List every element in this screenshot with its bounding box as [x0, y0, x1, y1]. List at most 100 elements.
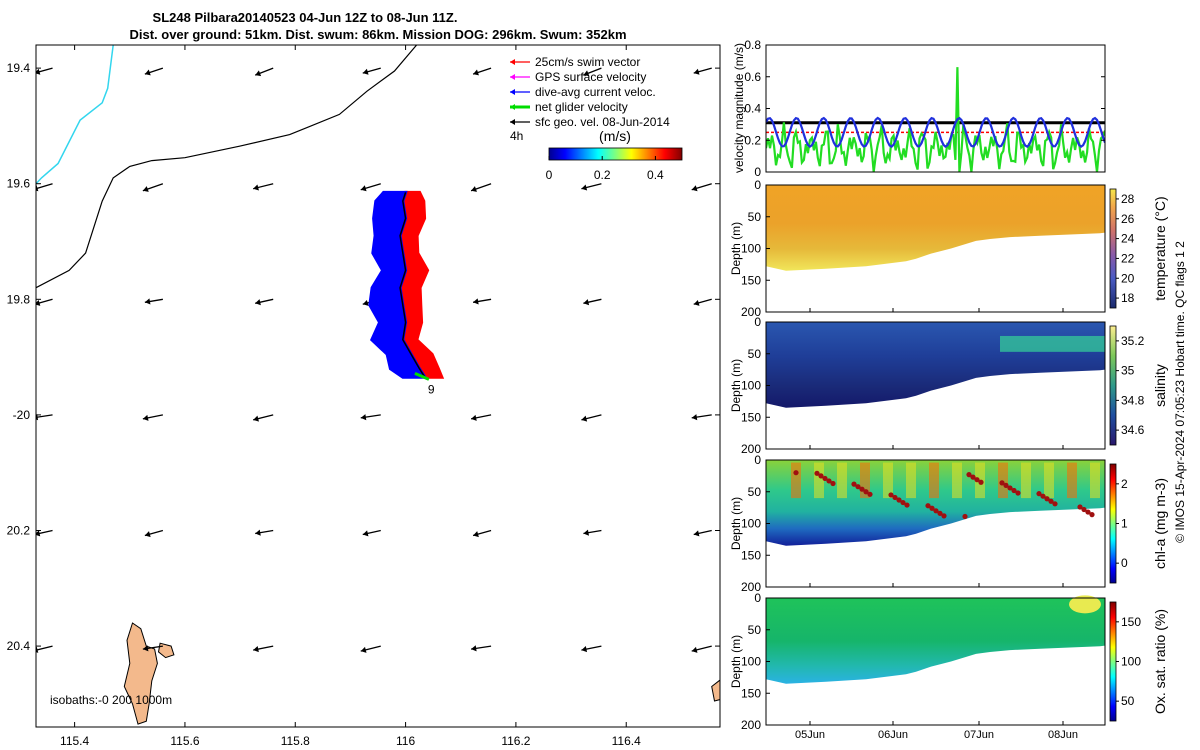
isobaths-label: isobaths:-0 200 1000m — [50, 693, 172, 707]
geo-velocity-arrowhead — [473, 69, 479, 76]
map-axes: 115.4 115.6 115.8 116 116.2 116.4 19.4 19.6 19.8… — [7, 45, 720, 748]
legend-swatch-head — [510, 119, 515, 125]
geo-velocity-arrowhead — [253, 415, 259, 422]
colorbar-label: Ox. sat. ratio (%) — [1152, 609, 1168, 714]
colorbar-tick-label: 150 — [1121, 615, 1141, 629]
geo-velocity-arrowhead — [360, 185, 367, 192]
chla-high-dot — [1085, 509, 1091, 515]
chla-high-dot — [1011, 487, 1017, 494]
chla-patch — [952, 462, 962, 499]
geo-velocity-arrowhead — [255, 70, 262, 77]
colorbar-tick-label: 34.8 — [1121, 393, 1145, 407]
geo-velocity-arrowhead — [36, 414, 39, 421]
geo-velocity-arrowhead — [693, 68, 700, 75]
isobath-200m-line — [36, 45, 418, 289]
section-ytick-label: 100 — [741, 379, 761, 393]
section-ytick-label: 0 — [754, 315, 761, 329]
chla-high-dot — [1007, 485, 1013, 491]
chla-high-dot — [896, 497, 902, 503]
geo-velocity-arrowhead — [144, 531, 151, 538]
chla-high-dot — [929, 505, 935, 511]
geo-velocity-arrowhead — [473, 531, 479, 538]
isobath-0m-line — [36, 45, 114, 185]
section-xtick-label: 06Jun — [878, 729, 908, 741]
geo-velocity-arrowhead — [253, 646, 259, 653]
geo-velocity-arrow — [36, 414, 53, 419]
chla-high-dot — [904, 502, 910, 508]
geo-velocity-arrowhead — [583, 299, 590, 306]
geo-velocity-arrowhead — [360, 414, 367, 421]
net-velocity-arrow — [414, 371, 430, 381]
chla-high-dot — [1003, 482, 1009, 488]
geo-velocity-arrowhead — [144, 298, 151, 305]
legend-swatch-head — [510, 89, 515, 95]
geo-velocity-arrowhead — [36, 68, 41, 75]
section-ytick-label: 50 — [748, 210, 762, 224]
geo-velocity-arrowhead — [255, 529, 261, 536]
geo-velocity-arrowhead — [255, 299, 261, 306]
section-colorbar — [1109, 325, 1117, 446]
map-ytick-label: 19.4 — [7, 61, 31, 75]
chla-patch — [1044, 462, 1054, 499]
colorbar-tick-label: 100 — [1121, 655, 1141, 669]
chla-high-dot — [933, 508, 939, 514]
map-axes-frame — [35, 44, 721, 728]
chla-patch — [860, 462, 870, 499]
map-ytick-label: 19.8 — [7, 292, 31, 306]
geo-velocity-arrowhead — [583, 529, 589, 536]
section-ytick-label: 0 — [754, 591, 761, 605]
map-xtick-label: 115.6 — [170, 734, 199, 748]
geo-velocity-arrow — [36, 183, 53, 190]
colorbar-tick-label: 0 — [1121, 556, 1128, 570]
credit-text: © IMOS 15-Apr-2024 07:05:23 Hobart time.… — [1173, 241, 1187, 543]
section-ytick-label: 100 — [741, 517, 761, 531]
geo-velocity-arrowhead — [471, 186, 477, 192]
chla-high-dot — [851, 481, 857, 487]
section-ytick-label: 50 — [748, 347, 762, 361]
title-line2: Dist. over ground: 51km. Dist. swum: 86k… — [129, 27, 626, 42]
section-data-field — [766, 598, 1105, 684]
chla-high-dot — [1015, 490, 1021, 496]
track-end-marker: 9 — [428, 382, 435, 396]
chla-high-dot — [900, 499, 906, 506]
section-ytick-label: 150 — [741, 548, 761, 562]
section-colorbar — [1109, 463, 1117, 584]
section-ylabel: Depth (m) — [729, 359, 743, 412]
colorbar-tick-label: 2 — [1121, 477, 1128, 491]
chla-high-dot — [818, 473, 824, 479]
chla-high-dot — [1048, 498, 1054, 504]
section-data-field — [766, 185, 1105, 271]
section-panel-salinity: 0 50 100 150 200 Depth (m) 35.2 35 34.8 34.6 salin… — [729, 315, 1168, 456]
net-velocity-series — [766, 67, 1105, 172]
colorbar-label: chl-a (mg m-3) — [1152, 478, 1168, 569]
chla-high-dot — [1052, 501, 1058, 507]
map-plot: 9 — [36, 45, 720, 725]
chla-patch — [929, 462, 939, 499]
geo-velocity-arrowhead — [471, 414, 477, 421]
section-ytick-label: 150 — [741, 686, 761, 700]
geo-velocity-arrowhead — [691, 185, 698, 192]
chla-high-dot — [822, 475, 828, 482]
colorbar-title: (m/s) — [599, 128, 631, 144]
chla-patch — [1021, 462, 1031, 499]
legend-swatch-head — [510, 59, 515, 65]
section-xtick-label: 07Jun — [964, 729, 994, 741]
island-shape — [711, 679, 720, 702]
legend-label: net glider velocity — [535, 100, 628, 114]
velocity-ytick-label: 0.4 — [744, 102, 761, 116]
chla-high-dot — [1077, 504, 1083, 510]
chla-high-dot — [863, 489, 869, 495]
speed-colorbar — [548, 147, 683, 161]
geo-velocity-arrowhead — [144, 69, 151, 76]
chla-patch — [906, 462, 916, 499]
chla-high-dot — [937, 510, 943, 516]
geo-velocity-arrowhead — [362, 299, 369, 306]
colorbar-tick-label: 20 — [1121, 271, 1135, 285]
colorbar-tick-label: 1 — [1121, 517, 1128, 531]
dive-avg-velocity-series — [766, 116, 1105, 148]
colorbar-tick-label: 18 — [1121, 291, 1135, 305]
chla-high-dot — [867, 491, 873, 497]
chla-high-dot — [974, 477, 980, 483]
